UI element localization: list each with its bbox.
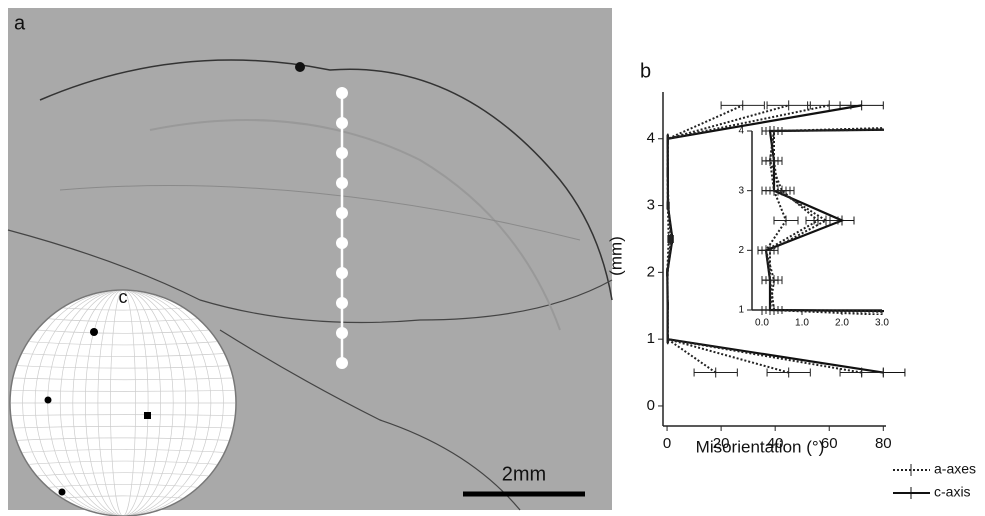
error-bar (666, 200, 670, 211)
y-tick-label: 2 (647, 263, 655, 280)
stereonet (9, 289, 237, 516)
error-bar (666, 267, 669, 278)
stereonet-label: c (119, 287, 128, 307)
legend-label: c-axis (934, 484, 971, 500)
net-grid (11, 449, 235, 454)
x-tick-label: 0.0 (755, 318, 769, 329)
y-tick-label: 3 (647, 197, 655, 214)
x-tick-label: 40 (767, 435, 784, 452)
y-tick-label: 4 (738, 126, 744, 137)
series-line (666, 104, 744, 374)
y-tick-label: 1 (738, 305, 744, 316)
error-bar (761, 305, 779, 315)
error-bar (666, 133, 669, 144)
net-grid (11, 390, 235, 392)
series-group (666, 100, 906, 378)
error-bar (805, 215, 831, 226)
x-tick-label: 20 (713, 435, 730, 452)
y-tick-label: 4 (647, 130, 655, 147)
error-bar (839, 367, 884, 378)
net-grid (11, 364, 235, 369)
net-grid (11, 437, 235, 442)
scale-bar-label: 2mm (502, 463, 546, 485)
x-tick-label: 60 (821, 435, 838, 452)
error-bar (773, 215, 799, 226)
y-tick-label: 3 (738, 185, 744, 196)
net-grid (11, 472, 235, 479)
net-grid (11, 425, 235, 429)
net-grid (11, 377, 235, 381)
y-tick-label: 0 (647, 397, 655, 414)
error-bar (765, 275, 783, 286)
y-tick-label: 1 (647, 330, 655, 347)
x-tick-label: 0 (663, 435, 671, 452)
net-grid (11, 339, 235, 346)
error-bar (669, 233, 673, 244)
x-tick-label: 2.0 (835, 318, 849, 329)
y-axis-label: (mm) (606, 236, 625, 276)
x-tick-label: 80 (875, 435, 892, 452)
error-bar (666, 300, 669, 311)
net-grid (11, 352, 235, 357)
net-grid (11, 327, 235, 334)
error-bar (666, 334, 669, 345)
error-bar (667, 233, 670, 244)
x-tick-label: 1.0 (795, 318, 809, 329)
error-bar (766, 100, 811, 111)
error-bar (693, 367, 738, 378)
net-grid (11, 414, 235, 416)
series-group (757, 126, 884, 315)
x-tick-label: 3.0 (875, 318, 889, 329)
panel-label: b (640, 60, 651, 82)
error-bar (757, 245, 775, 256)
error-bar (765, 126, 783, 136)
error-bar (766, 367, 811, 378)
error-bar (761, 185, 787, 196)
x-axis-label: Misorientation (°) (696, 437, 825, 456)
error-bar (666, 167, 669, 178)
panel-label: a (14, 12, 26, 34)
error-bar (720, 100, 765, 111)
error-bar (761, 155, 779, 166)
legend-label: a-axes (934, 461, 976, 477)
net-grid (11, 460, 235, 467)
y-tick-label: 2 (738, 245, 744, 256)
